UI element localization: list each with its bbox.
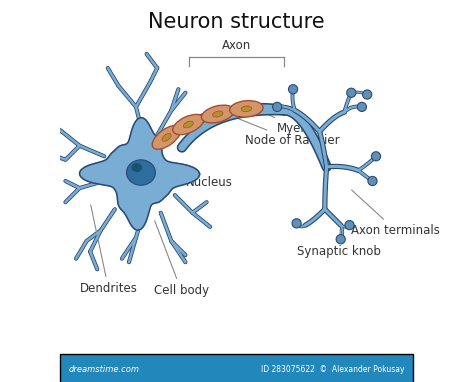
Ellipse shape bbox=[152, 126, 181, 149]
Text: Cell body: Cell body bbox=[154, 221, 209, 297]
Circle shape bbox=[292, 219, 301, 228]
Text: dreamstime.com: dreamstime.com bbox=[69, 364, 140, 374]
FancyBboxPatch shape bbox=[60, 354, 413, 382]
Text: Dendrites: Dendrites bbox=[80, 205, 137, 295]
Ellipse shape bbox=[173, 114, 204, 135]
Ellipse shape bbox=[212, 111, 223, 117]
Circle shape bbox=[368, 176, 377, 186]
Text: Node of Ranvier: Node of Ranvier bbox=[230, 115, 340, 147]
Ellipse shape bbox=[201, 105, 234, 123]
Circle shape bbox=[345, 220, 354, 230]
Circle shape bbox=[273, 102, 282, 112]
Text: Myelin: Myelin bbox=[258, 110, 316, 134]
Text: Neuron structure: Neuron structure bbox=[148, 11, 325, 32]
Circle shape bbox=[372, 152, 381, 161]
Ellipse shape bbox=[183, 121, 193, 128]
Text: Axon terminals: Axon terminals bbox=[351, 190, 440, 237]
Ellipse shape bbox=[127, 160, 155, 185]
Ellipse shape bbox=[230, 100, 263, 117]
Circle shape bbox=[346, 88, 356, 97]
Circle shape bbox=[357, 102, 366, 112]
Ellipse shape bbox=[162, 134, 171, 141]
Text: Axon: Axon bbox=[222, 39, 251, 52]
Text: ID 283075622  ©  Alexander Pokusay: ID 283075622 © Alexander Pokusay bbox=[261, 364, 404, 374]
Circle shape bbox=[363, 90, 372, 99]
Text: Nucleus: Nucleus bbox=[145, 172, 232, 189]
Circle shape bbox=[289, 85, 298, 94]
Circle shape bbox=[336, 235, 345, 244]
Text: Synaptic knob: Synaptic knob bbox=[297, 228, 381, 258]
Ellipse shape bbox=[131, 163, 142, 172]
Ellipse shape bbox=[241, 106, 252, 112]
Polygon shape bbox=[80, 118, 200, 230]
